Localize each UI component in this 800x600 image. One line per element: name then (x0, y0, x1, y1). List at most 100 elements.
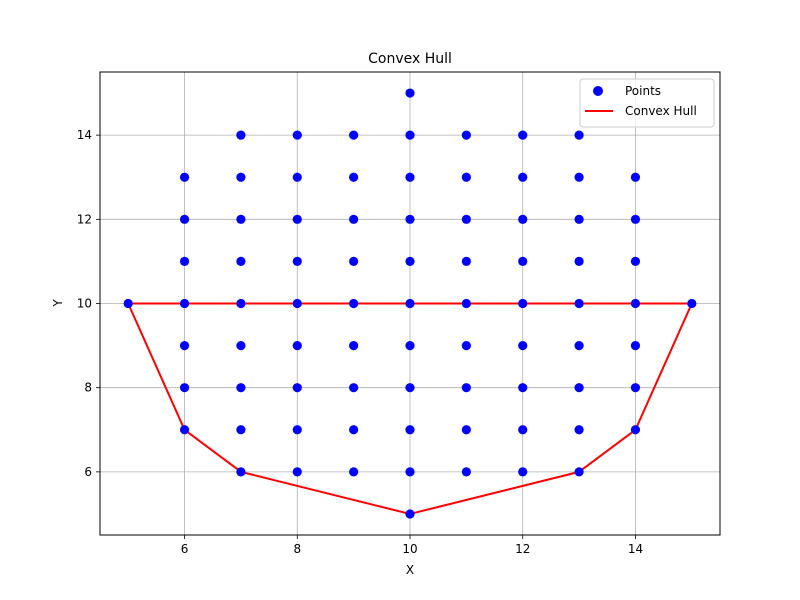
x-axis-label: X (406, 563, 414, 577)
data-point (461, 172, 471, 182)
data-point (349, 172, 359, 182)
data-point (236, 383, 246, 393)
data-point (292, 256, 302, 267)
data-point (518, 298, 528, 309)
data-point (574, 467, 584, 477)
data-point (630, 340, 641, 351)
y-axis-ticks: 6 8 10 12 14 (77, 128, 100, 479)
points-series (123, 88, 697, 519)
data-point (236, 214, 246, 224)
data-point (292, 298, 302, 309)
data-point (405, 88, 415, 98)
legend: Points Convex Hull (579, 78, 715, 128)
data-point (518, 383, 528, 393)
data-point (461, 298, 471, 309)
legend-hull-label: Convex Hull (625, 104, 697, 118)
data-point (630, 425, 641, 435)
data-point (405, 383, 415, 393)
data-point (292, 130, 302, 140)
data-point (461, 467, 471, 477)
data-point (574, 214, 584, 224)
data-point (518, 425, 528, 435)
data-point (405, 130, 415, 140)
data-point (461, 214, 471, 224)
data-point (405, 467, 415, 477)
data-point (630, 256, 641, 267)
data-point (179, 340, 190, 351)
x-tick-label: 12 (515, 542, 530, 556)
legend-box (579, 78, 715, 128)
data-point (405, 298, 415, 309)
data-point (574, 130, 584, 140)
data-point (179, 214, 190, 224)
data-point (179, 256, 190, 267)
data-point (574, 256, 584, 267)
x-tick-label: 14 (628, 542, 643, 556)
data-point (236, 256, 246, 267)
x-tick-label: 6 (181, 542, 189, 556)
data-point (405, 425, 415, 435)
data-point (574, 383, 584, 393)
legend-points-label: Points (625, 84, 661, 98)
data-point (461, 256, 471, 267)
y-tick-label: 8 (84, 381, 92, 395)
legend-points-marker (593, 86, 603, 96)
data-point (461, 340, 471, 351)
data-point (518, 172, 528, 182)
data-point (236, 425, 246, 435)
data-point (518, 214, 528, 224)
data-point (236, 172, 246, 182)
data-point (405, 340, 415, 351)
data-point (461, 383, 471, 393)
data-point (236, 340, 246, 351)
data-point (179, 298, 190, 309)
data-point (405, 509, 415, 519)
y-tick-label: 6 (84, 465, 92, 479)
data-point (349, 340, 359, 351)
data-point (574, 425, 584, 435)
data-point (461, 425, 471, 435)
data-point (292, 214, 302, 224)
data-point (518, 340, 528, 351)
convex-hull-line (127, 302, 693, 515)
data-point (405, 256, 415, 267)
data-point (123, 298, 133, 309)
data-point (292, 425, 302, 435)
x-tick-label: 8 (293, 542, 301, 556)
data-point (349, 467, 359, 477)
data-point (574, 340, 584, 351)
data-point (349, 214, 359, 224)
data-point (236, 298, 246, 309)
data-point (630, 172, 641, 182)
data-point (349, 256, 359, 267)
chart-title: Convex Hull (368, 51, 452, 67)
y-tick-label: 10 (77, 297, 92, 311)
y-tick-label: 14 (77, 128, 92, 142)
data-point (236, 130, 246, 140)
data-point (405, 172, 415, 182)
data-point (518, 467, 528, 477)
data-point (179, 383, 190, 393)
data-point (179, 172, 190, 182)
convex-hull-series (127, 302, 693, 515)
data-point (179, 425, 190, 435)
data-point (574, 172, 584, 182)
data-point (292, 467, 302, 477)
data-point (292, 383, 302, 393)
data-point (292, 172, 302, 182)
data-point (630, 214, 641, 224)
x-axis-ticks: 6 8 10 12 14 (181, 535, 643, 556)
data-point (405, 214, 415, 224)
data-point (687, 298, 697, 309)
data-point (292, 340, 302, 351)
data-point (349, 298, 359, 309)
data-point (518, 130, 528, 140)
data-point (349, 130, 359, 140)
data-point (630, 298, 641, 309)
data-point (518, 256, 528, 267)
x-tick-label: 10 (402, 542, 417, 556)
data-point (349, 425, 359, 435)
data-point (236, 467, 246, 477)
y-axis-label: Y (51, 299, 65, 308)
